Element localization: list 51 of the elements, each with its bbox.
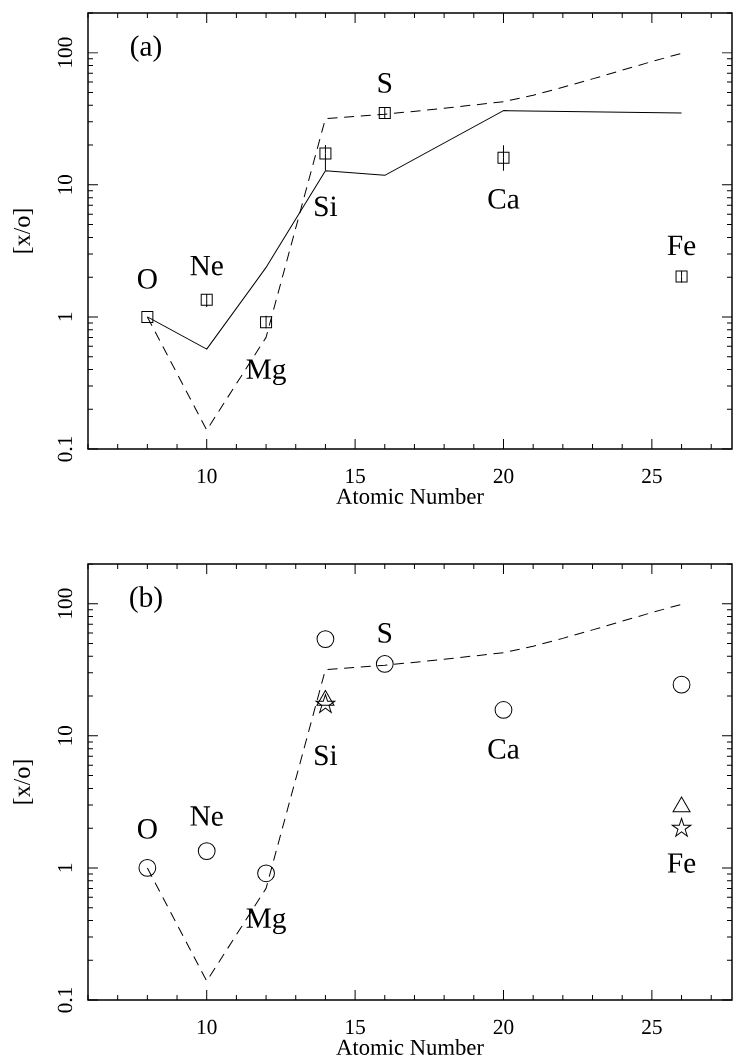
point bbox=[316, 630, 335, 648]
annotation: Si bbox=[315, 196, 338, 217]
point bbox=[200, 293, 213, 306]
point bbox=[375, 655, 394, 673]
point bbox=[141, 310, 154, 323]
x-tick-label: 25 bbox=[642, 468, 662, 484]
annotation: Mg bbox=[246, 908, 286, 935]
point bbox=[672, 675, 691, 694]
annotation: Mg bbox=[246, 359, 286, 386]
annotation: Fe bbox=[667, 235, 696, 256]
annotation: Ca bbox=[488, 189, 520, 209]
point bbox=[257, 864, 275, 883]
x-tick-label: 10 bbox=[197, 468, 217, 484]
x-axis-title: Atomic Number bbox=[336, 1039, 484, 1055]
y-tick-label: 1 bbox=[57, 312, 73, 321]
y-tick-label: 0.1 bbox=[57, 987, 73, 1013]
text: (a) bbox=[130, 35, 161, 62]
x-tick-label: 15 bbox=[346, 1019, 365, 1035]
y-axis-title: [x/o] bbox=[13, 209, 33, 253]
x-axis-title: Atomic Number bbox=[336, 488, 484, 504]
x-tick-label: 25 bbox=[642, 1019, 662, 1035]
annotation: S bbox=[378, 623, 392, 643]
x-tick-label: 20 bbox=[493, 1019, 514, 1035]
point bbox=[378, 106, 391, 119]
point bbox=[315, 694, 336, 713]
point bbox=[138, 859, 157, 877]
y-tick-label: 1 bbox=[57, 863, 73, 872]
y-axis-title: [x/o] bbox=[13, 760, 33, 804]
point bbox=[197, 842, 216, 861]
x-tick-label: 20 bbox=[493, 468, 514, 484]
annotation: Fe bbox=[667, 853, 696, 873]
y-tick-label: 100 bbox=[57, 37, 73, 67]
annotation: Si bbox=[315, 745, 338, 766]
y-tick-label: 10 bbox=[57, 174, 73, 194]
point bbox=[260, 316, 273, 329]
point bbox=[497, 151, 510, 164]
y-tick-label: 100 bbox=[57, 588, 73, 618]
annotation: O bbox=[137, 819, 157, 839]
x-tick-label: 10 bbox=[197, 1019, 217, 1035]
text: (b) bbox=[130, 586, 162, 613]
annotation: Ca bbox=[488, 739, 520, 759]
annotation: O bbox=[137, 269, 157, 289]
y-tick-label: 10 bbox=[57, 725, 73, 745]
x-tick-label: 15 bbox=[346, 468, 365, 484]
y-tick-label: 0.1 bbox=[57, 436, 73, 462]
point bbox=[494, 701, 513, 719]
point bbox=[671, 817, 692, 837]
annotation: S bbox=[378, 73, 392, 93]
annotation: Ne bbox=[190, 255, 223, 276]
point bbox=[675, 270, 688, 283]
annotation: Ne bbox=[190, 806, 223, 826]
